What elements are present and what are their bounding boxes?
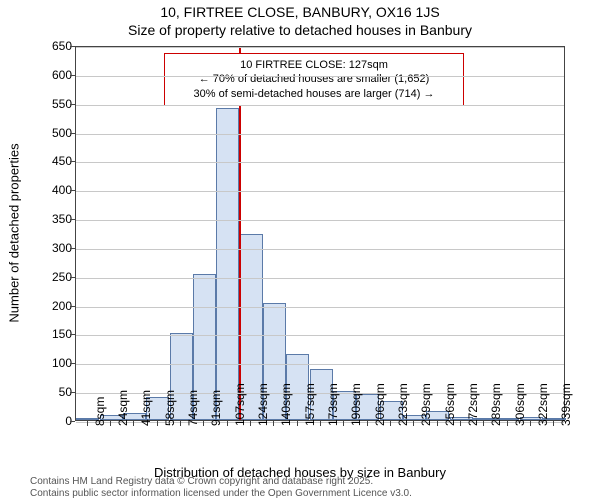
plot-area: 10 FIRTREE CLOSE: 127sqm ← 70% of detach… xyxy=(75,46,565,421)
y-tick-mark xyxy=(70,104,75,105)
y-tick-mark xyxy=(70,219,75,220)
annotation-line2: ← 70% of detached houses are smaller (1,… xyxy=(173,72,455,86)
gridline xyxy=(76,249,564,250)
gridline xyxy=(76,278,564,279)
y-tick-mark xyxy=(70,161,75,162)
gridline xyxy=(76,220,564,221)
y-tick-label: 200 xyxy=(32,299,72,313)
chart-title-line1: 10, FIRTREE CLOSE, BANBURY, OX16 1JS xyxy=(0,4,600,20)
y-tick-label: 300 xyxy=(32,241,72,255)
y-tick-mark xyxy=(70,306,75,307)
gridline xyxy=(76,47,564,48)
gridline xyxy=(76,105,564,106)
y-tick-label: 400 xyxy=(32,183,72,197)
footer-line2: Contains public sector information licen… xyxy=(30,488,412,500)
x-tick-mark xyxy=(553,421,554,426)
y-tick-label: 650 xyxy=(32,39,72,53)
gridline xyxy=(76,134,564,135)
annotation-line1: 10 FIRTREE CLOSE: 127sqm xyxy=(173,58,455,72)
y-tick-label: 350 xyxy=(32,212,72,226)
x-tick-mark xyxy=(180,421,181,426)
annotation-box: 10 FIRTREE CLOSE: 127sqm ← 70% of detach… xyxy=(164,53,464,106)
x-tick-mark xyxy=(203,421,204,426)
gridline xyxy=(76,307,564,308)
chart-title-line2: Size of property relative to detached ho… xyxy=(0,22,600,38)
x-tick-mark xyxy=(250,421,251,426)
x-tick-mark xyxy=(157,421,158,426)
y-tick-mark xyxy=(70,190,75,191)
y-tick-label: 100 xyxy=(32,356,72,370)
y-tick-mark xyxy=(70,133,75,134)
gridline xyxy=(76,335,564,336)
y-tick-label: 600 xyxy=(32,68,72,82)
annotation-line3: 30% of semi-detached houses are larger (… xyxy=(173,87,455,101)
x-tick-mark xyxy=(367,421,368,426)
y-tick-label: 150 xyxy=(32,327,72,341)
y-tick-label: 550 xyxy=(32,97,72,111)
y-axis-label: Number of detached properties xyxy=(7,143,22,322)
y-tick-mark xyxy=(70,75,75,76)
x-tick-mark xyxy=(413,421,414,426)
x-tick-mark xyxy=(483,421,484,426)
gridline xyxy=(76,364,564,365)
x-tick-mark xyxy=(320,421,321,426)
y-tick-label: 0 xyxy=(32,414,72,428)
x-tick-mark xyxy=(273,421,274,426)
y-tick-label: 50 xyxy=(32,385,72,399)
y-tick-mark xyxy=(70,46,75,47)
x-tick-mark xyxy=(460,421,461,426)
x-tick-mark xyxy=(390,421,391,426)
y-tick-mark xyxy=(70,334,75,335)
x-tick-mark xyxy=(507,421,508,426)
x-tick-mark xyxy=(530,421,531,426)
footer-attribution: Contains HM Land Registry data © Crown c… xyxy=(30,476,412,500)
y-tick-mark xyxy=(70,363,75,364)
x-tick-mark xyxy=(227,421,228,426)
y-tick-mark xyxy=(70,421,75,422)
y-tick-mark xyxy=(70,277,75,278)
x-tick-mark xyxy=(133,421,134,426)
histogram-bar xyxy=(216,108,239,420)
x-tick-mark xyxy=(343,421,344,426)
footer-line1: Contains HM Land Registry data © Crown c… xyxy=(30,476,412,488)
gridline xyxy=(76,191,564,192)
y-tick-mark xyxy=(70,248,75,249)
x-tick-mark xyxy=(110,421,111,426)
y-tick-label: 500 xyxy=(32,126,72,140)
x-tick-mark xyxy=(297,421,298,426)
y-tick-label: 450 xyxy=(32,154,72,168)
x-tick-mark xyxy=(437,421,438,426)
gridline xyxy=(76,162,564,163)
x-tick-mark xyxy=(87,421,88,426)
y-tick-label: 250 xyxy=(32,270,72,284)
y-tick-mark xyxy=(70,392,75,393)
gridline xyxy=(76,76,564,77)
